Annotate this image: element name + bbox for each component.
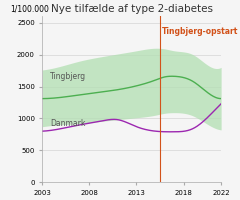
- Title: Nye tilfælde af type 2-diabetes: Nye tilfælde af type 2-diabetes: [51, 4, 213, 14]
- Text: Danmark: Danmark: [50, 119, 85, 128]
- Text: Tingbjerg-opstart: Tingbjerg-opstart: [162, 27, 238, 36]
- Text: 1/100.000: 1/100.000: [10, 4, 49, 13]
- Text: Tingbjerg: Tingbjerg: [50, 72, 86, 81]
